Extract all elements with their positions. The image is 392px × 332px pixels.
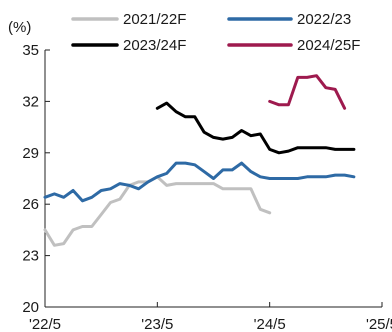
legend: 2021/22F 2022/23 2023/24F 2024/25F [71, 11, 360, 54]
legend-label-3: 2024/25F [297, 37, 360, 54]
y-tick-label: 35 [22, 42, 39, 59]
series-layer [43, 74, 356, 247]
legend-label-0: 2021/22F [123, 11, 186, 28]
y-tick-label: 23 [22, 248, 39, 265]
x-tick-label: '23/5 [141, 316, 173, 332]
x-tick-label: '25/5 [366, 316, 392, 332]
y-tick-label: 26 [22, 196, 39, 213]
y-tick-label: 32 [22, 93, 39, 110]
series-line-1 [43, 161, 356, 203]
y-axis-unit-label: (%) [8, 19, 31, 36]
axes: 20 23 26 29 32 35 '22/5 '23/5 '24/5 '25/5 [22, 42, 392, 332]
x-tick-label: '22/5 [29, 316, 61, 332]
y-tick-label: 29 [22, 145, 39, 162]
series-line-0 [43, 175, 272, 247]
y-tick-label: 20 [22, 299, 39, 316]
series-line-2 [155, 101, 356, 155]
legend-label-1: 2022/23 [297, 11, 351, 28]
x-tick-label: '24/5 [254, 316, 286, 332]
legend-label-2: 2023/24F [123, 37, 186, 54]
series-line-3 [268, 74, 347, 110]
